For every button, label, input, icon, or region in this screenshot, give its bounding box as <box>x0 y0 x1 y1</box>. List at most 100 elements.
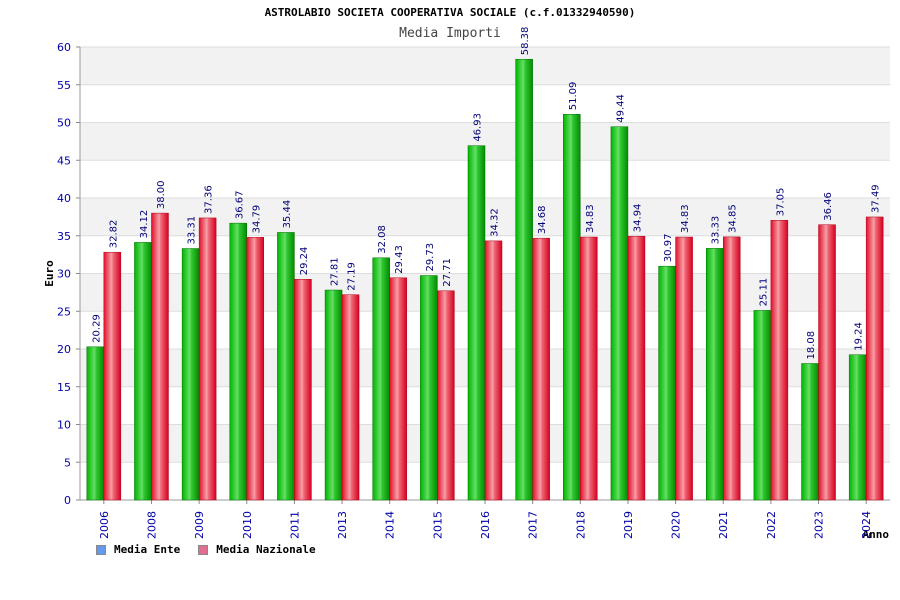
y-axis-label: Euro <box>43 260 56 287</box>
data-label-ente: 32.08 <box>377 225 388 254</box>
legend: Media Ente Media Nazionale <box>96 543 316 556</box>
data-label-ente: 33.33 <box>711 216 722 245</box>
x-tick-label: 2009 <box>193 511 206 539</box>
bar-media-nazionale <box>770 220 789 501</box>
data-label-ente: 33.31 <box>187 216 198 245</box>
data-label-nazionale: 27.71 <box>442 258 453 287</box>
data-label-ente: 20.29 <box>91 314 102 343</box>
bar-media-nazionale <box>198 217 217 501</box>
bar-media-ente <box>277 232 295 501</box>
data-label-nazionale: 36.46 <box>823 192 834 221</box>
x-tick-label: 2010 <box>241 511 254 539</box>
x-tick-label: 2020 <box>670 511 683 539</box>
bar-media-ente <box>705 248 724 501</box>
data-label-nazionale: 27.19 <box>347 262 358 291</box>
y-tick-label: 40 <box>57 192 71 205</box>
legend-label-nazionale: Media Nazionale <box>216 543 316 556</box>
y-tick-label: 10 <box>57 419 71 432</box>
data-label-ente: 34.12 <box>139 210 150 239</box>
bar-media-ente <box>229 222 248 501</box>
bar-media-nazionale <box>627 235 646 501</box>
data-label-ente: 46.93 <box>473 113 484 142</box>
legend-item-ente: Media Ente <box>96 543 180 556</box>
data-label-nazionale: 38.00 <box>156 180 167 209</box>
bar-media-nazionale <box>818 224 836 501</box>
legend-swatch-nazionale <box>198 544 209 555</box>
bar-media-ente <box>134 242 152 501</box>
data-label-ente: 35.44 <box>282 200 293 229</box>
data-label-ente: 58.38 <box>520 27 531 56</box>
x-tick-label: 2014 <box>384 511 397 539</box>
bar-media-ente <box>372 257 390 501</box>
bar-media-nazionale <box>484 240 503 501</box>
bar-media-nazionale <box>246 237 265 501</box>
bar-media-ente <box>86 346 105 501</box>
y-tick-label: 5 <box>64 456 71 469</box>
data-label-ente: 18.08 <box>806 331 817 360</box>
bar-media-ente <box>753 310 772 501</box>
bar-media-nazionale <box>675 236 693 501</box>
bar-media-nazionale <box>151 212 169 501</box>
bar-media-nazionale <box>580 236 598 501</box>
data-label-ente: 36.67 <box>234 191 245 220</box>
bar-media-ente <box>515 58 533 501</box>
y-tick-label: 45 <box>57 154 71 167</box>
data-label-nazionale: 34.83 <box>585 204 596 233</box>
legend-label-ente: Media Ente <box>114 543 181 556</box>
bar-media-ente <box>658 265 676 501</box>
x-tick-label: 2006 <box>98 511 111 539</box>
y-tick-label: 35 <box>57 230 71 243</box>
data-label-nazionale: 37.05 <box>775 188 786 217</box>
data-label-ente: 29.73 <box>425 243 436 272</box>
bar-media-nazionale <box>103 251 122 501</box>
data-label-nazionale: 34.85 <box>728 204 739 233</box>
y-tick-label: 30 <box>57 268 71 281</box>
x-tick-label: 2017 <box>527 511 540 539</box>
x-tick-label: 2018 <box>574 511 587 539</box>
data-label-nazionale: 29.43 <box>394 245 405 274</box>
data-label-nazionale: 34.79 <box>251 205 262 234</box>
x-tick-label: 2019 <box>622 511 635 539</box>
plot-band <box>80 84 890 123</box>
bar-media-ente <box>181 248 200 501</box>
y-tick-label: 60 <box>57 41 71 54</box>
plot-band <box>80 47 890 85</box>
bar-media-ente <box>563 114 581 501</box>
chart-title: ASTROLABIO SOCIETA COOPERATIVA SOCIALE (… <box>264 6 636 19</box>
data-label-nazionale: 29.24 <box>299 247 310 276</box>
data-label-nazionale: 34.94 <box>632 204 643 233</box>
legend-swatch-ente <box>96 544 106 555</box>
data-label-ente: 27.81 <box>330 257 341 286</box>
y-tick-label: 20 <box>57 343 71 356</box>
data-label-nazionale: 34.68 <box>537 206 548 235</box>
data-label-nazionale: 37.49 <box>871 184 882 213</box>
data-label-nazionale: 34.83 <box>680 204 691 233</box>
bar-media-ente <box>467 145 486 501</box>
x-tick-label: 2023 <box>813 511 826 539</box>
data-label-ente: 25.11 <box>758 278 769 307</box>
bar-media-ente <box>324 289 343 501</box>
x-tick-label: 2008 <box>145 511 158 539</box>
legend-item-nazionale: Media Nazionale <box>198 543 316 556</box>
y-tick-label: 15 <box>57 381 71 394</box>
bar-media-nazionale <box>532 237 550 501</box>
bar-media-nazionale <box>389 277 407 501</box>
data-label-nazionale: 34.32 <box>490 208 501 237</box>
x-tick-label: 2021 <box>717 511 730 539</box>
x-tick-label: 2022 <box>765 511 778 539</box>
chart-subtitle: Media Importi <box>399 26 501 41</box>
data-label-ente: 19.24 <box>854 322 865 351</box>
data-label-ente: 30.97 <box>663 234 674 263</box>
data-label-ente: 49.44 <box>615 94 626 123</box>
x-tick-label: 2013 <box>336 511 349 539</box>
x-tick-label: 2011 <box>288 511 301 539</box>
bar-media-ente <box>801 363 819 501</box>
x-axis-label: Anno <box>863 528 890 541</box>
data-label-nazionale: 32.82 <box>108 220 119 249</box>
y-tick-label: 55 <box>57 79 71 92</box>
y-tick-label: 0 <box>64 494 71 507</box>
data-label-nazionale: 37.36 <box>204 185 215 214</box>
x-tick-label: 2016 <box>479 511 492 539</box>
bar-media-ente <box>420 275 438 501</box>
